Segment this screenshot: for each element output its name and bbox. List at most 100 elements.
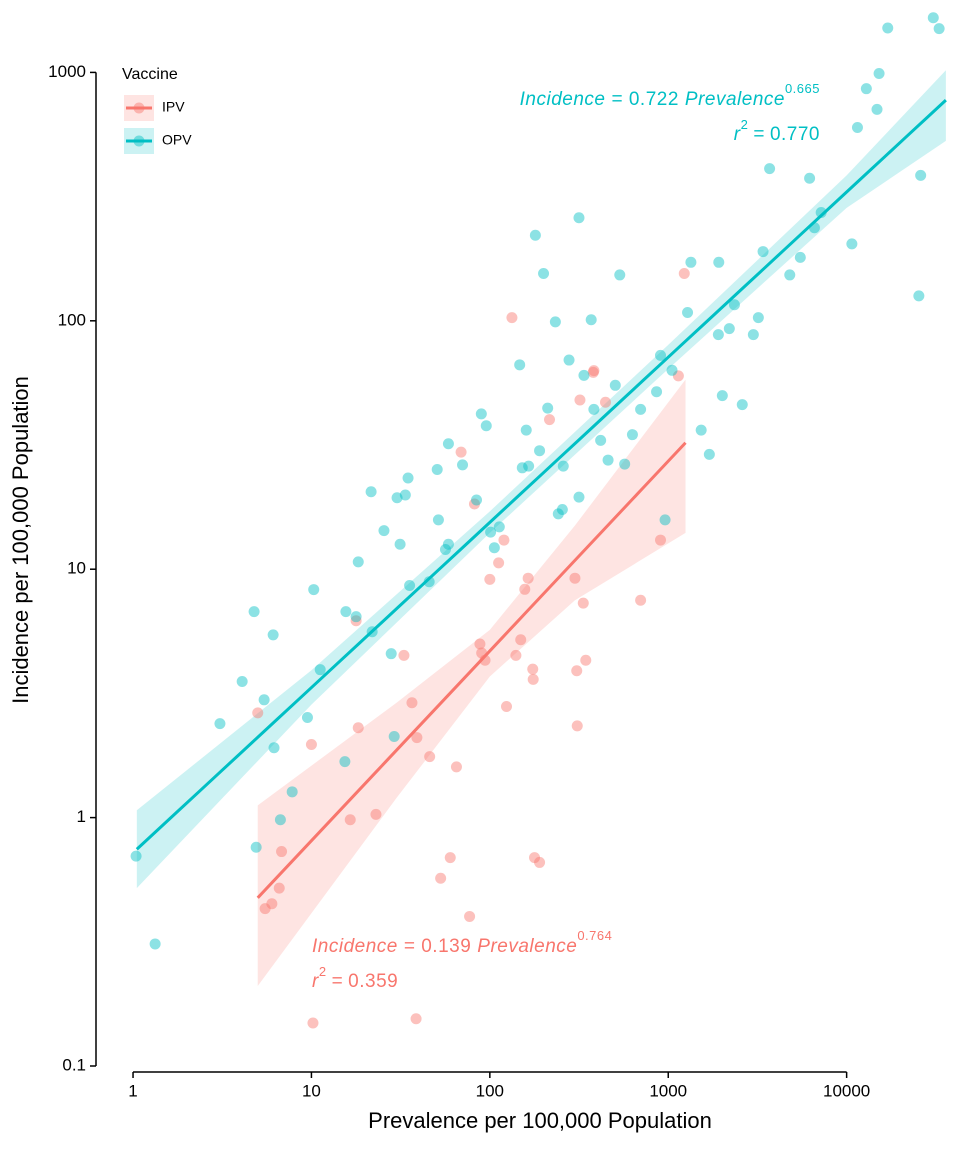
data-point (614, 269, 626, 281)
data-point (480, 420, 492, 432)
data-point (402, 472, 414, 484)
data-point (602, 454, 614, 466)
data-point (549, 316, 561, 328)
legend-title: Vaccine (122, 66, 178, 83)
data-point (515, 634, 527, 646)
data-point (340, 606, 352, 618)
r-symbol: r (734, 124, 741, 145)
fit-equation: Incidence = 0.139 Prevalence0.764 (312, 928, 612, 957)
data-point (250, 841, 262, 853)
equation-lhs: Incidence = (312, 936, 415, 957)
equation-exponent: 0.665 (785, 81, 820, 96)
data-point (498, 534, 510, 546)
data-point (736, 399, 748, 411)
data-point (501, 701, 513, 713)
data-point (573, 491, 585, 503)
data-point (388, 731, 400, 743)
data-point (274, 814, 286, 826)
data-point (678, 268, 690, 280)
data-point (488, 542, 500, 554)
data-point (619, 458, 631, 470)
data-point (391, 492, 403, 504)
fit-r2: r2 = 0.770 (734, 117, 820, 145)
data-point (520, 424, 532, 436)
data-point (588, 403, 600, 415)
data-point (655, 349, 667, 361)
data-point (527, 663, 539, 675)
confidence-band (257, 379, 686, 986)
data-point (529, 852, 541, 864)
data-point (655, 534, 667, 546)
data-point (915, 169, 927, 181)
data-point (587, 366, 599, 378)
data-point (410, 1013, 422, 1025)
data-point (442, 438, 454, 450)
data-point (712, 329, 724, 341)
equation-coef: 0.722 (629, 89, 679, 110)
r2-eq: = (332, 971, 344, 992)
data-point (574, 394, 586, 406)
data-point (538, 268, 550, 280)
data-point (423, 576, 435, 588)
data-point (365, 486, 377, 498)
equation-coef: 0.139 (421, 936, 471, 957)
data-point (378, 525, 390, 537)
data-point (273, 882, 285, 894)
data-point (600, 396, 612, 408)
x-tick-label: 100 (476, 1081, 504, 1100)
data-point (933, 23, 945, 35)
data-point (352, 556, 364, 568)
data-point (927, 12, 939, 24)
y-tick-label: 1000 (48, 62, 86, 81)
data-point (588, 365, 600, 377)
data-point (398, 649, 410, 661)
data-point (484, 573, 496, 585)
data-point (757, 246, 769, 258)
r-superscript: 2 (741, 117, 749, 132)
r-symbol: r (312, 971, 319, 992)
x-axis-title: Prevalence per 100,000 Population (368, 1108, 712, 1133)
data-point (411, 732, 423, 744)
data-point (534, 856, 546, 868)
equation-var: Prevalence (685, 89, 785, 110)
y-tick-label: 1 (77, 807, 86, 826)
data-point (542, 402, 554, 414)
data-point (493, 557, 505, 569)
data-point (882, 22, 894, 34)
data-point (571, 720, 583, 732)
data-point (276, 846, 288, 858)
data-point (455, 446, 467, 458)
data-point (563, 354, 575, 366)
data-point (385, 648, 397, 660)
data-point (784, 269, 796, 281)
data-point (350, 611, 362, 623)
data-point (339, 756, 351, 768)
fit-line (135, 99, 947, 851)
data-point (794, 251, 806, 263)
data-point (301, 711, 313, 723)
data-point (149, 938, 161, 950)
data-point (851, 122, 863, 134)
data-point (404, 579, 416, 591)
data-point (713, 256, 725, 268)
data-point (435, 872, 447, 884)
data-point (439, 544, 451, 556)
data-point (442, 538, 454, 550)
data-point (286, 786, 298, 798)
data-point (703, 448, 715, 460)
x-tick-label: 1 (128, 1081, 137, 1100)
data-point (519, 583, 531, 595)
data-point (527, 673, 539, 685)
data-point (578, 369, 590, 381)
data-point (577, 597, 589, 609)
data-point (695, 424, 707, 436)
equation-exponent: 0.764 (577, 928, 612, 943)
legend-key-point (133, 102, 145, 114)
equation-var: Prevalence (477, 936, 577, 957)
data-point (350, 615, 362, 627)
data-point (370, 808, 382, 820)
data-point (352, 722, 364, 734)
data-point (651, 386, 663, 398)
data-point (752, 312, 764, 324)
data-point (573, 212, 585, 224)
